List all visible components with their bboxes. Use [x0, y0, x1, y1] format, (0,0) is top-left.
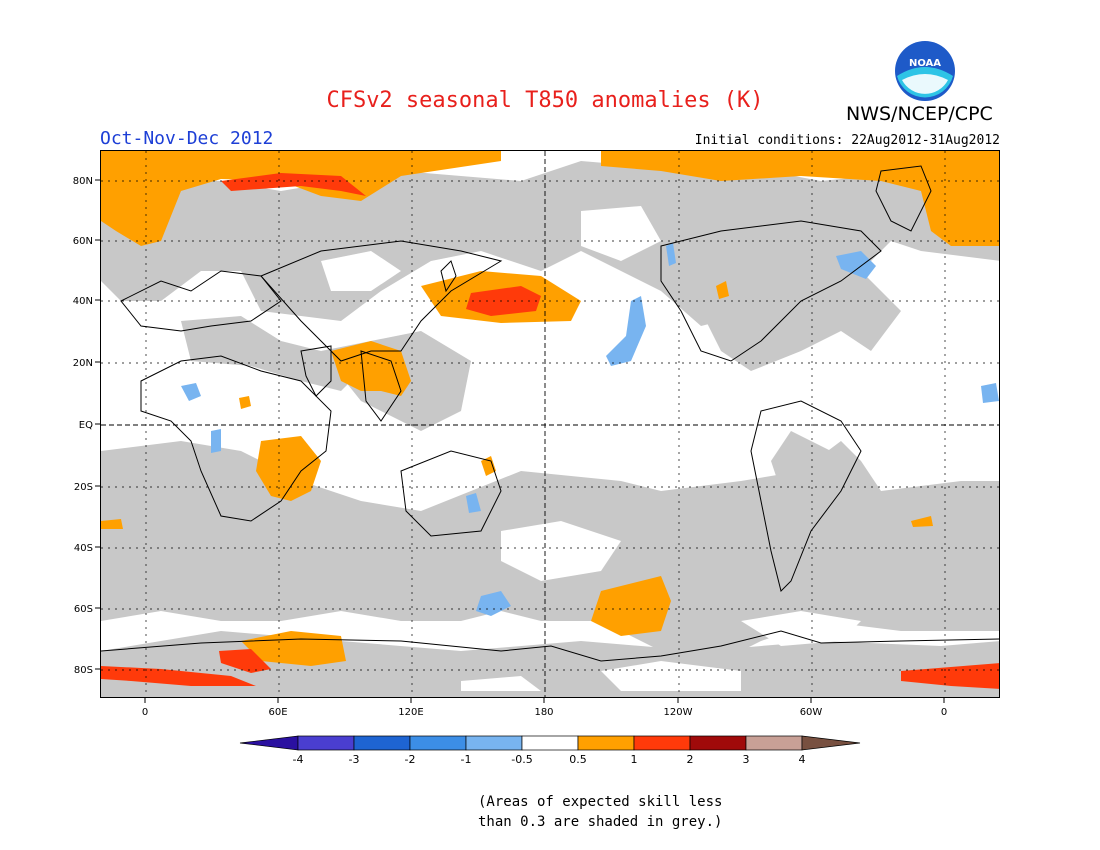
agency-label: NWS/NCEP/CPC — [846, 103, 993, 125]
lat-axis: 80N 60N 40N 20N EQ 20S 40S 60S 80S — [73, 176, 100, 676]
legend-label: 4 — [799, 753, 806, 766]
anomaly-map — [100, 150, 1000, 698]
legend-arrow-right — [801, 735, 861, 751]
skill-white-patches — [321, 206, 861, 691]
legend-box — [689, 735, 747, 751]
warm-anomaly-0.5-1 — [101, 151, 999, 666]
legend-box — [745, 735, 803, 751]
legend-label: 2 — [687, 753, 694, 766]
lat-label: 20N — [73, 358, 93, 369]
legend-box — [353, 735, 411, 751]
legend-box — [297, 735, 355, 751]
lat-label: 20S — [74, 482, 93, 493]
legend-box — [465, 735, 523, 751]
initial-conditions-label: Initial conditions: 22Aug2012-31Aug2012 — [694, 133, 1000, 148]
lat-label: EQ — [79, 420, 93, 431]
legend-label: -3 — [349, 753, 360, 766]
lon-label: 0 — [941, 707, 947, 718]
lon-label: 120E — [398, 707, 423, 718]
legend-arrow-left — [239, 735, 299, 751]
legend-box — [521, 735, 579, 751]
warm-anomaly-1-2 — [101, 173, 999, 689]
lat-label: 80N — [73, 176, 93, 187]
lon-label: 180 — [534, 707, 553, 718]
equator-dateline — [101, 151, 999, 697]
legend-label: 0.5 — [569, 753, 587, 766]
logo-text: NOAA — [909, 58, 941, 69]
lon-axis: 0 60E 120E 180 120W 60W 0 — [142, 698, 947, 718]
legend-label: 1 — [631, 753, 638, 766]
grey-skill-shading — [101, 161, 999, 697]
lat-label: 60N — [73, 236, 93, 247]
skill-note-line-2: than 0.3 are shaded in grey.) — [478, 814, 723, 830]
lat-label: 60S — [74, 604, 93, 615]
cool-anomaly — [181, 243, 999, 616]
legend-box — [633, 735, 691, 751]
lon-label: 60E — [268, 707, 287, 718]
lat-label: 40S — [74, 543, 93, 554]
skill-note-line-1: (Areas of expected skill less — [478, 794, 723, 810]
season-label: Oct-Nov-Dec 2012 — [100, 128, 274, 149]
lon-label: 60W — [800, 707, 823, 718]
lat-label: 80S — [74, 665, 93, 676]
legend-label: -1 — [461, 753, 472, 766]
map-svg — [101, 151, 999, 697]
skill-note: (Areas of expected skill less than 0.3 a… — [478, 792, 722, 832]
lat-label: 40N — [73, 296, 93, 307]
color-legend: -4 -3 -2 -1 -0.5 0.5 1 2 3 4 — [239, 735, 861, 766]
legend-label: -2 — [405, 753, 416, 766]
lon-label: 120W — [664, 707, 693, 718]
lon-label: 0 — [142, 707, 148, 718]
noaa-logo: NOAA — [894, 40, 956, 102]
legend-label: -0.5 — [511, 753, 532, 766]
legend-label: -4 — [293, 753, 304, 766]
legend-label: 3 — [743, 753, 750, 766]
legend-box — [577, 735, 635, 751]
legend-box — [409, 735, 467, 751]
map-title: CFSv2 seasonal T850 anomalies (K) — [326, 88, 764, 113]
